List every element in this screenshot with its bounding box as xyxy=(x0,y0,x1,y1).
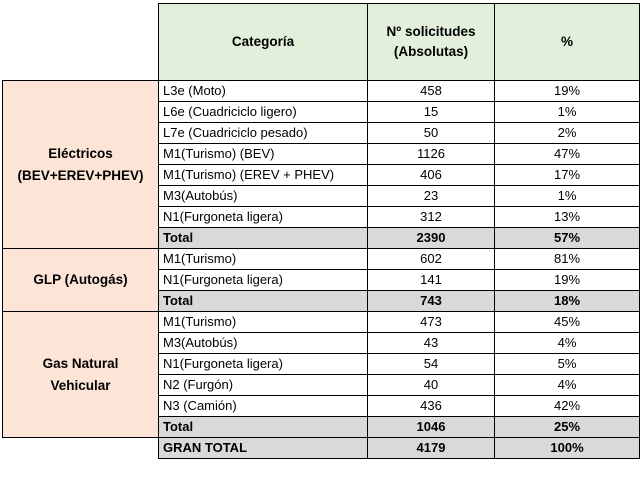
table-row: L7e (Cuadriciclo pesado) 50 2% xyxy=(3,122,640,144)
total-percent: 57% xyxy=(494,227,640,249)
percent-cell: 1% xyxy=(494,101,640,123)
header-percent-label: % xyxy=(560,34,573,49)
absolute-cell: 40 xyxy=(367,374,495,396)
total-absolute: 743 xyxy=(367,290,495,312)
percent-cell: 5% xyxy=(494,353,640,375)
absolute-cell: 50 xyxy=(367,122,495,144)
category-cell: M1(Turismo) (BEV) xyxy=(158,143,368,165)
total-absolute: 1046 xyxy=(367,416,495,438)
absolute-cell: 43 xyxy=(367,332,495,354)
table-row: M3(Autobús) 43 4% xyxy=(3,332,640,354)
header-percent: % xyxy=(494,3,640,81)
header-categoria: Categoría xyxy=(158,3,368,81)
group-gnv: Gas Natural Vehicular xyxy=(2,311,159,438)
total-label: Total xyxy=(158,416,368,438)
empty-grand-cell xyxy=(2,437,159,459)
percent-cell: 4% xyxy=(494,374,640,396)
category-cell: N3 (Camión) xyxy=(158,395,368,417)
category-cell: N1(Furgoneta ligera) xyxy=(158,353,368,375)
percent-cell: 17% xyxy=(494,164,640,186)
total-label: Total xyxy=(158,227,368,249)
absolute-cell: 602 xyxy=(367,248,495,270)
table-row: N1(Furgoneta ligera) 312 13% xyxy=(3,206,640,228)
category-cell: N1(Furgoneta ligera) xyxy=(158,206,368,228)
grand-total-absolute: 4179 xyxy=(367,437,495,459)
absolute-cell: 436 xyxy=(367,395,495,417)
percent-cell: 1% xyxy=(494,185,640,207)
header-row: Categoría Nº solicitudes (Absolutas) % xyxy=(2,3,640,81)
absolute-cell: 1126 xyxy=(367,143,495,165)
table-row: Eléctricos (BEV+EREV+PHEV) L3e (Moto) 45… xyxy=(2,80,640,249)
absolute-cell: 406 xyxy=(367,164,495,186)
group-electricos-label-line2: (BEV+EREV+PHEV) xyxy=(17,167,144,183)
percent-cell: 19% xyxy=(494,269,640,291)
group-gnv-label-line2: Vehicular xyxy=(50,377,111,393)
absolute-cell: 15 xyxy=(367,101,495,123)
category-cell: M1(Turismo) (EREV + PHEV) xyxy=(158,164,368,186)
group-gnv-label-line1: Gas Natural xyxy=(42,355,119,371)
category-cell: M3(Autobús) xyxy=(158,185,368,207)
total-percent: 25% xyxy=(494,416,640,438)
total-label: Total xyxy=(158,290,368,312)
percent-cell: 42% xyxy=(494,395,640,417)
category-cell: L7e (Cuadriciclo pesado) xyxy=(158,122,368,144)
table-row: M1(Turismo) (EREV + PHEV) 406 17% xyxy=(3,164,640,186)
empty-corner-cell xyxy=(2,3,159,81)
total-absolute: 2390 xyxy=(367,227,495,249)
table-row: GLP (Autogás) M1(Turismo) 602 81% xyxy=(2,248,640,312)
category-cell: N1(Furgoneta ligera) xyxy=(158,269,368,291)
percent-cell: 81% xyxy=(494,248,640,270)
solicitudes-table: Categoría Nº solicitudes (Absolutas) % E… xyxy=(2,3,640,459)
category-cell: N2 (Furgón) xyxy=(158,374,368,396)
percent-cell: 47% xyxy=(494,143,640,165)
percent-cell: 45% xyxy=(494,311,640,333)
table-row: N3 (Camión) 436 42% xyxy=(3,395,640,417)
table-row: M3(Autobús) 23 1% xyxy=(3,185,640,207)
category-cell: L6e (Cuadriciclo ligero) xyxy=(158,101,368,123)
table-row: N1(Furgoneta ligera) 141 19% xyxy=(3,269,640,291)
absolute-cell: 23 xyxy=(367,185,495,207)
group-electricos-label-line1: Eléctricos xyxy=(48,145,113,161)
grand-total-label: GRAN TOTAL xyxy=(158,437,368,459)
header-solicitudes: Nº solicitudes (Absolutas) xyxy=(367,3,495,81)
header-categoria-label: Categoría xyxy=(231,34,295,49)
percent-cell: 19% xyxy=(494,80,640,102)
grand-total-row: GRAN TOTAL 4179 100% xyxy=(2,437,640,459)
absolute-cell: 141 xyxy=(367,269,495,291)
absolute-cell: 54 xyxy=(367,353,495,375)
category-cell: M3(Autobús) xyxy=(158,332,368,354)
table-row: N1(Furgoneta ligera) 54 5% xyxy=(3,353,640,375)
grand-total-percent: 100% xyxy=(494,437,640,459)
group-glp: GLP (Autogás) xyxy=(2,248,159,312)
percent-cell: 2% xyxy=(494,122,640,144)
group-glp-label: GLP (Autogás) xyxy=(33,272,128,287)
percent-cell: 13% xyxy=(494,206,640,228)
header-solicitudes-line1: Nº solicitudes xyxy=(386,24,476,39)
category-cell: L3e (Moto) xyxy=(158,80,368,102)
category-cell: M1(Turismo) xyxy=(158,311,368,333)
total-row-electricos: Total 2390 57% xyxy=(3,227,640,249)
group-electricos: Eléctricos (BEV+EREV+PHEV) xyxy=(2,80,159,249)
table-row: N2 (Furgón) 40 4% xyxy=(3,374,640,396)
absolute-cell: 312 xyxy=(367,206,495,228)
absolute-cell: 473 xyxy=(367,311,495,333)
header-solicitudes-line2: (Absolutas) xyxy=(393,44,469,59)
absolute-cell: 458 xyxy=(367,80,495,102)
total-percent: 18% xyxy=(494,290,640,312)
total-row-gnv: Total 1046 25% xyxy=(3,416,640,438)
percent-cell: 4% xyxy=(494,332,640,354)
table-row: Gas Natural Vehicular M1(Turismo) 473 45… xyxy=(2,311,640,438)
category-cell: M1(Turismo) xyxy=(158,248,368,270)
